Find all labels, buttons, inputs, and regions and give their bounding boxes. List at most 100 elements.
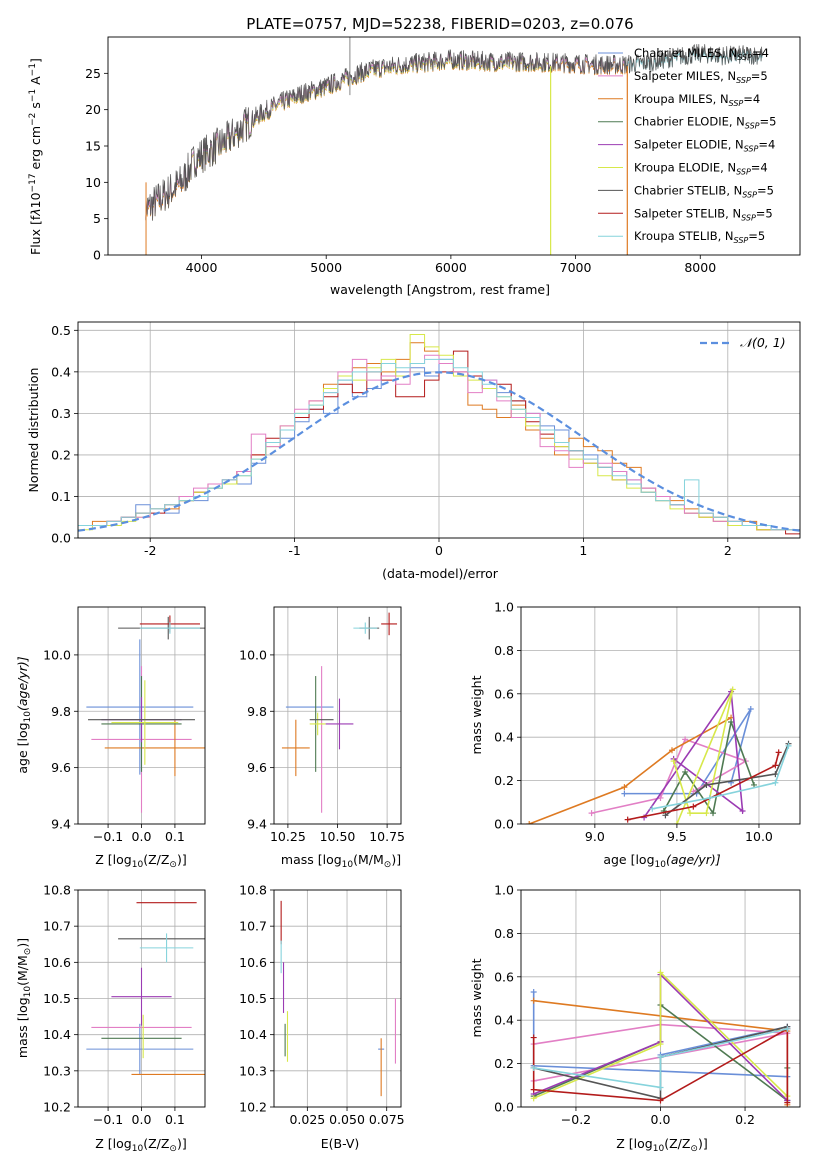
y-tick-label: 10.0 <box>239 647 267 662</box>
y-tick-label: 0.4 <box>51 364 71 379</box>
y-tick-label: 10.7 <box>43 919 71 934</box>
weight-marker <box>530 1034 537 1041</box>
y-axis-label: Flux [fλ10−17 erg cm−2 s−1 A−1] <box>28 58 43 255</box>
weight-line <box>528 716 732 824</box>
legend-text: Salpeter MILES, N <box>634 69 736 83</box>
x-tick-label: 9.0 <box>585 829 605 844</box>
label-part: erg cm <box>28 126 43 174</box>
y-tick-label: 20 <box>85 102 101 117</box>
weight-marker <box>657 969 664 976</box>
y-tick-label: 10.8 <box>43 883 71 898</box>
y-tick-label: 25 <box>85 66 101 81</box>
weight-line <box>627 752 780 821</box>
x-tick-label: 0.1 <box>165 1112 185 1127</box>
ticks: 10.25 10.50 10.75 9.4 9.6 9.8 10.0 <box>239 647 405 844</box>
y-tick-label: 10.2 <box>239 1100 267 1115</box>
label-part: ] <box>28 58 43 63</box>
label-part: )] <box>177 852 187 867</box>
weight-marker <box>703 781 710 788</box>
y-tick-label: 10.5 <box>43 991 71 1006</box>
y-tick-label: 0.2 <box>51 447 71 462</box>
legend-text: =5 <box>751 69 768 83</box>
axes-frame <box>77 889 206 1108</box>
weight-marker <box>706 794 713 801</box>
spectrum-line <box>146 55 629 220</box>
ticks: 4000 5000 6000 7000 8000 0 5 10 15 20 25 <box>85 66 716 275</box>
x-axis-label: age [log10(age/yr)] <box>603 852 720 870</box>
y-axis-label: Normed distribution <box>26 368 41 493</box>
y-tick-label: 10.2 <box>43 1100 71 1115</box>
y-axis-label: age [log10(age/yr)] <box>15 656 33 773</box>
x-tick-label: 9.5 <box>667 829 687 844</box>
legend-entry: Chabrier ELODIE, NSSP=5 <box>634 115 776 131</box>
y-tick-label: 9.8 <box>247 704 267 719</box>
x-tick-label: 10.0 <box>745 829 773 844</box>
legend-text: Salpeter ELODIE, N <box>634 138 744 152</box>
y-tick-label: 10.4 <box>239 1027 267 1042</box>
weight-marker <box>657 1097 664 1104</box>
normal-curve <box>78 371 800 532</box>
legend-text: Kroupa MILES, N <box>634 92 729 106</box>
y-tick-label: 5 <box>93 211 101 226</box>
legend-entry: Salpeter ELODIE, NSSP=4 <box>634 138 775 154</box>
ticks: −0.1 0.0 0.1 10.2 10.3 10.4 10.5 10.6 10.7 10.8 <box>43 883 185 1128</box>
x-tick-label: 10.50 <box>320 829 356 844</box>
label-part: (M/M <box>353 852 384 867</box>
label-part: 10 <box>653 1144 665 1154</box>
y-axis-label: mass weight <box>469 675 484 754</box>
weight-marker <box>784 1099 791 1106</box>
weight-marker <box>775 749 782 756</box>
weight-marker <box>739 807 746 814</box>
label-part: ⊙ <box>169 860 177 870</box>
weight-marker <box>657 1041 664 1048</box>
y-tick-label: 10 <box>85 175 101 190</box>
weight-marker <box>526 821 533 824</box>
legend-text: SSP <box>744 145 759 154</box>
x-tick-label: 0.075 <box>369 1112 405 1127</box>
x-tick-label: 4000 <box>186 260 218 275</box>
weight-marker <box>687 810 694 817</box>
label-part: (age/yr)] <box>15 656 30 711</box>
plot-area <box>145 37 763 255</box>
x-tick-label: 1 <box>579 543 587 558</box>
x-tick-label: 0.025 <box>289 1112 325 1127</box>
ticks: −0.1 0.0 0.1 9.4 9.6 9.8 10.0 <box>43 647 185 844</box>
y-tick-label: 10.5 <box>239 991 267 1006</box>
weight-marker <box>772 762 779 769</box>
axes-frame <box>520 606 801 825</box>
axes-age_vs_mass: 10.25 10.50 10.75 9.4 9.6 9.8 10.0 mass [log10(… <box>239 606 405 870</box>
label-part: ⊙ <box>23 948 33 956</box>
y-tick-label: 10.7 <box>239 919 267 934</box>
y-tick-label: 0.0 <box>494 1100 514 1115</box>
weight-marker <box>772 779 779 786</box>
axes-frame <box>77 321 801 539</box>
label-part: (age/yr)] <box>666 852 721 867</box>
legend-text: SSP <box>734 236 749 245</box>
x-tick-label: 10.25 <box>270 829 306 844</box>
y-tick-label: 0.8 <box>494 643 514 658</box>
legend-text: SSP <box>745 122 760 131</box>
legend-text: SSP <box>736 76 751 85</box>
weight-marker <box>784 1025 791 1032</box>
legend-text: =5 <box>748 229 765 243</box>
weight-marker <box>530 1095 537 1102</box>
y-tick-label: 0.2 <box>494 773 514 788</box>
x-tick-label: 0.0 <box>651 1112 671 1127</box>
legend-text: Chabrier STELIB, N <box>634 183 742 197</box>
x-axis-label: Z [log10(Z/Z⊙)] <box>95 1136 186 1154</box>
label-part: s <box>28 102 43 113</box>
weight-marker <box>588 810 595 817</box>
x-axis-label: Z [log10(Z/Z⊙)] <box>616 1136 707 1154</box>
y-tick-label: 1.0 <box>494 600 514 615</box>
plot-area <box>281 612 398 813</box>
weight-marker <box>530 988 537 995</box>
y-tick-label: 10.8 <box>239 883 267 898</box>
axes-frame <box>273 606 402 825</box>
label-part: 10 <box>132 860 144 870</box>
label-part: )] <box>15 938 30 948</box>
label-part: mass [log <box>281 852 342 867</box>
label-part: age [log <box>15 722 30 773</box>
x-tick-label: 10.75 <box>369 829 405 844</box>
